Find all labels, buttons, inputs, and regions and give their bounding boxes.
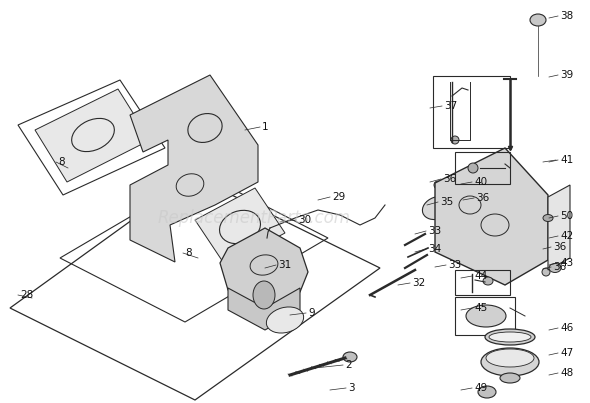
- Ellipse shape: [451, 136, 459, 144]
- Ellipse shape: [253, 281, 275, 309]
- Text: 45: 45: [474, 303, 487, 313]
- Text: 32: 32: [412, 278, 425, 288]
- Text: 29: 29: [332, 192, 345, 202]
- Text: 9: 9: [308, 308, 314, 318]
- Ellipse shape: [500, 373, 520, 383]
- Text: 31: 31: [278, 260, 291, 270]
- Ellipse shape: [549, 264, 561, 272]
- Ellipse shape: [543, 214, 553, 222]
- Text: 49: 49: [474, 383, 487, 393]
- Text: 50: 50: [560, 211, 573, 221]
- Polygon shape: [195, 188, 285, 265]
- Ellipse shape: [478, 386, 496, 398]
- Text: 36: 36: [553, 262, 566, 272]
- Text: 33: 33: [428, 226, 441, 236]
- Polygon shape: [220, 228, 308, 310]
- Ellipse shape: [542, 248, 550, 256]
- Text: 48: 48: [560, 368, 573, 378]
- Ellipse shape: [483, 277, 493, 285]
- Text: 30: 30: [298, 215, 311, 225]
- Ellipse shape: [489, 332, 531, 342]
- Text: ReplacementParts.com: ReplacementParts.com: [157, 209, 350, 226]
- Ellipse shape: [343, 352, 357, 362]
- Text: 36: 36: [476, 193, 489, 203]
- Text: 41: 41: [560, 155, 573, 165]
- Text: 39: 39: [560, 70, 573, 80]
- Text: 8: 8: [185, 248, 192, 258]
- Ellipse shape: [485, 329, 535, 345]
- Text: 36: 36: [443, 174, 456, 184]
- Text: 35: 35: [440, 197, 453, 207]
- Text: 44: 44: [474, 271, 487, 281]
- Text: 2: 2: [345, 360, 352, 370]
- Ellipse shape: [422, 196, 451, 220]
- Text: 1: 1: [262, 122, 268, 132]
- Text: 3: 3: [348, 383, 355, 393]
- Ellipse shape: [542, 268, 550, 276]
- Polygon shape: [435, 148, 548, 285]
- Text: 47: 47: [560, 348, 573, 358]
- Ellipse shape: [461, 198, 469, 206]
- Text: 36: 36: [553, 242, 566, 252]
- Ellipse shape: [266, 307, 304, 333]
- Polygon shape: [130, 75, 258, 262]
- Text: 8: 8: [58, 157, 65, 167]
- Text: 28: 28: [20, 290, 33, 300]
- Text: 37: 37: [444, 101, 457, 111]
- Text: 46: 46: [560, 323, 573, 333]
- Polygon shape: [35, 89, 150, 182]
- Ellipse shape: [481, 348, 539, 376]
- Ellipse shape: [434, 181, 442, 189]
- Text: 40: 40: [474, 177, 487, 187]
- Polygon shape: [548, 185, 570, 270]
- Text: 43: 43: [560, 258, 573, 268]
- Text: 38: 38: [560, 11, 573, 21]
- Ellipse shape: [466, 305, 506, 327]
- Text: 34: 34: [428, 244, 441, 254]
- Text: 42: 42: [560, 231, 573, 241]
- Ellipse shape: [486, 349, 534, 367]
- Ellipse shape: [530, 14, 546, 26]
- Ellipse shape: [468, 163, 478, 173]
- Text: 33: 33: [448, 260, 461, 270]
- Polygon shape: [228, 288, 300, 330]
